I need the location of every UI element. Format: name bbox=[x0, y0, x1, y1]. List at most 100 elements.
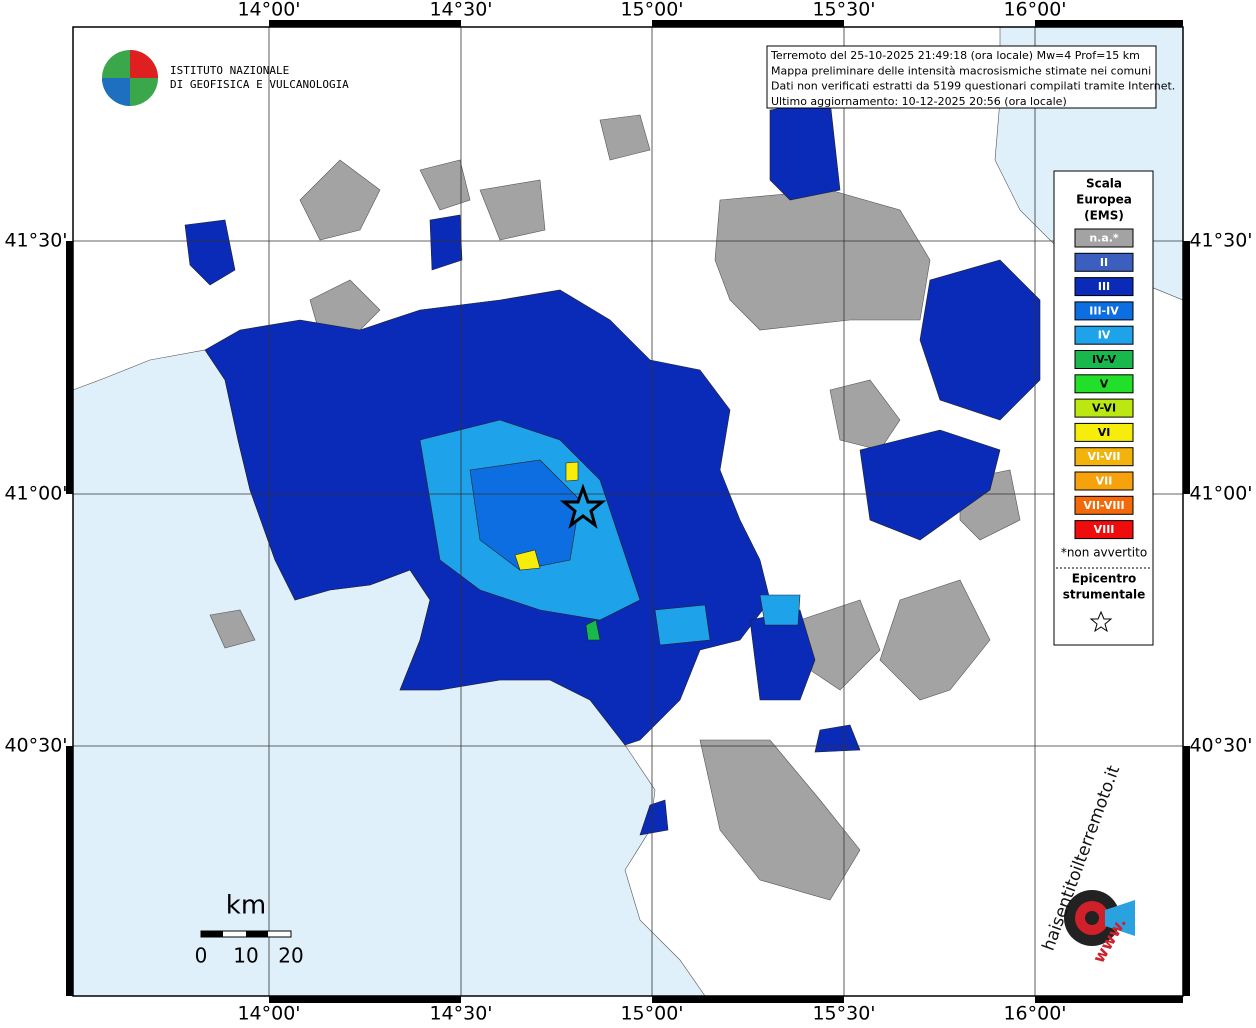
frame-border bbox=[66, 20, 1190, 1003]
ingv-logo: ISTITUTO NAZIONALE DI GEOFISICA E VULCAN… bbox=[102, 50, 349, 106]
legend-label: III bbox=[1098, 280, 1110, 293]
area bbox=[599, 114, 651, 161]
lat-label: 40°30' bbox=[4, 735, 67, 757]
border-bar bbox=[66, 746, 73, 996]
legend-label: VII-VIII bbox=[1083, 499, 1124, 512]
gray-areas bbox=[209, 114, 1021, 901]
lon-label: 14°00' bbox=[237, 1003, 300, 1025]
legend-title: (EMS) bbox=[1084, 209, 1124, 223]
intensity-areas bbox=[184, 99, 1041, 836]
legend-title: Europea bbox=[1076, 193, 1132, 207]
legend-label: IV-V bbox=[1092, 353, 1117, 366]
legend-swatch bbox=[1074, 228, 1134, 248]
legend-epicenter: strumentale bbox=[1063, 588, 1146, 602]
lat-label: 41°30' bbox=[4, 230, 67, 252]
border-bar bbox=[1035, 996, 1183, 1003]
border-bar bbox=[1035, 20, 1183, 27]
info-line: Mappa preliminare delle intensità macros… bbox=[771, 64, 1151, 77]
scale-ticks: 0 10 20 bbox=[195, 944, 304, 968]
logo-text: DI GEOFISICA E VULCANOLOGIA bbox=[170, 78, 349, 91]
legend-swatch bbox=[1074, 422, 1134, 442]
lon-label: 15°00' bbox=[620, 0, 683, 21]
area bbox=[479, 179, 546, 241]
area bbox=[419, 159, 471, 211]
legend-label: V-VI bbox=[1092, 402, 1116, 415]
lon-label: 16°00' bbox=[1003, 0, 1066, 21]
legend-note: *non avvertito bbox=[1061, 546, 1147, 560]
area bbox=[565, 461, 579, 482]
lon-label: 16°00' bbox=[1003, 1003, 1066, 1025]
lat-label: 41°00' bbox=[4, 483, 67, 505]
scale-seg bbox=[201, 931, 223, 937]
border-bar bbox=[652, 996, 844, 1003]
area bbox=[514, 549, 541, 571]
map-frame bbox=[72, 26, 1184, 997]
watermark-circle bbox=[1085, 911, 1099, 925]
logo-text: ISTITUTO NAZIONALE bbox=[170, 64, 289, 77]
info-text: Terremoto del 25-10-2025 21:49:18 (ora l… bbox=[770, 49, 1175, 108]
scale-tick-label: 20 bbox=[278, 944, 303, 968]
area bbox=[299, 159, 381, 241]
legend-label: VII bbox=[1096, 475, 1113, 488]
legend-swatch bbox=[1074, 277, 1134, 297]
legend-label: II bbox=[1100, 256, 1108, 269]
lon-label: 15°00' bbox=[620, 1003, 683, 1025]
lat-label: 41°00' bbox=[1189, 483, 1252, 505]
info-line: Terremoto del 25-10-2025 21:49:18 (ora l… bbox=[770, 49, 1140, 62]
legend-swatch bbox=[1074, 471, 1134, 491]
lat-label: 40°30' bbox=[1189, 735, 1252, 757]
area bbox=[429, 214, 463, 271]
legend-title: Scala bbox=[1086, 177, 1122, 191]
logo-globe-part bbox=[130, 50, 158, 78]
legend-star bbox=[1089, 610, 1113, 633]
area bbox=[654, 604, 711, 646]
logo-globe-part bbox=[102, 78, 130, 106]
lon-label: 14°00' bbox=[237, 0, 300, 21]
watermark-shape bbox=[1105, 900, 1135, 936]
area bbox=[769, 99, 841, 201]
border-bar bbox=[66, 241, 73, 494]
coordinate-labels: 14°00' 14°00' 14°30' 14°30' 15°00' 15°00' 15°3… bbox=[4, 0, 1252, 1025]
epicenter-star bbox=[559, 483, 607, 529]
info-line: Dati non verificati estratti da 5199 que… bbox=[771, 80, 1175, 93]
area bbox=[699, 739, 861, 901]
border-bar bbox=[269, 996, 461, 1003]
lon-label: 15°30' bbox=[812, 0, 875, 21]
border-bar bbox=[1183, 746, 1190, 996]
legend-swatch bbox=[1074, 301, 1134, 321]
border-bar bbox=[269, 20, 461, 27]
scale-seg bbox=[246, 931, 268, 937]
lon-label: 14°30' bbox=[429, 1003, 492, 1025]
legend-swatch bbox=[1074, 252, 1134, 272]
legend-label: VIII bbox=[1094, 523, 1115, 536]
scale-tick-label: 0 bbox=[195, 944, 208, 968]
scale-tick-label: 10 bbox=[233, 944, 258, 968]
info-line: Ultimo aggiornamento: 10-12-2025 20:56 (… bbox=[771, 95, 1067, 108]
legend-swatch bbox=[1074, 350, 1134, 369]
scale-bar: km 0 10 20 bbox=[195, 891, 304, 968]
legend-swatch bbox=[1074, 325, 1134, 345]
legend: ScalaEuropea(EMS)n.a.*IIIIIIII-IVIVIV-VV… bbox=[1061, 177, 1147, 602]
legend-label: IV bbox=[1098, 329, 1111, 342]
lat-label: 41°30' bbox=[1189, 230, 1252, 252]
area bbox=[714, 189, 931, 331]
graticule bbox=[73, 27, 1183, 996]
legend-swatch bbox=[1074, 398, 1134, 418]
area bbox=[639, 799, 669, 836]
area bbox=[829, 379, 901, 451]
area bbox=[814, 724, 861, 753]
area bbox=[919, 259, 1041, 421]
legend-swatch bbox=[1074, 374, 1134, 394]
legend-label: III-IV bbox=[1089, 304, 1119, 317]
border-bar bbox=[652, 20, 844, 27]
legend-label: V bbox=[1100, 377, 1109, 390]
lon-label: 15°30' bbox=[812, 1003, 875, 1025]
lon-label: 14°30' bbox=[429, 0, 492, 21]
legend-label: VI-VII bbox=[1087, 450, 1120, 463]
area bbox=[585, 619, 601, 641]
info-box bbox=[766, 45, 1157, 109]
area bbox=[209, 609, 256, 649]
scale-unit: km bbox=[226, 891, 266, 921]
legend-epicenter: Epicentro bbox=[1072, 572, 1137, 586]
area bbox=[469, 459, 581, 571]
